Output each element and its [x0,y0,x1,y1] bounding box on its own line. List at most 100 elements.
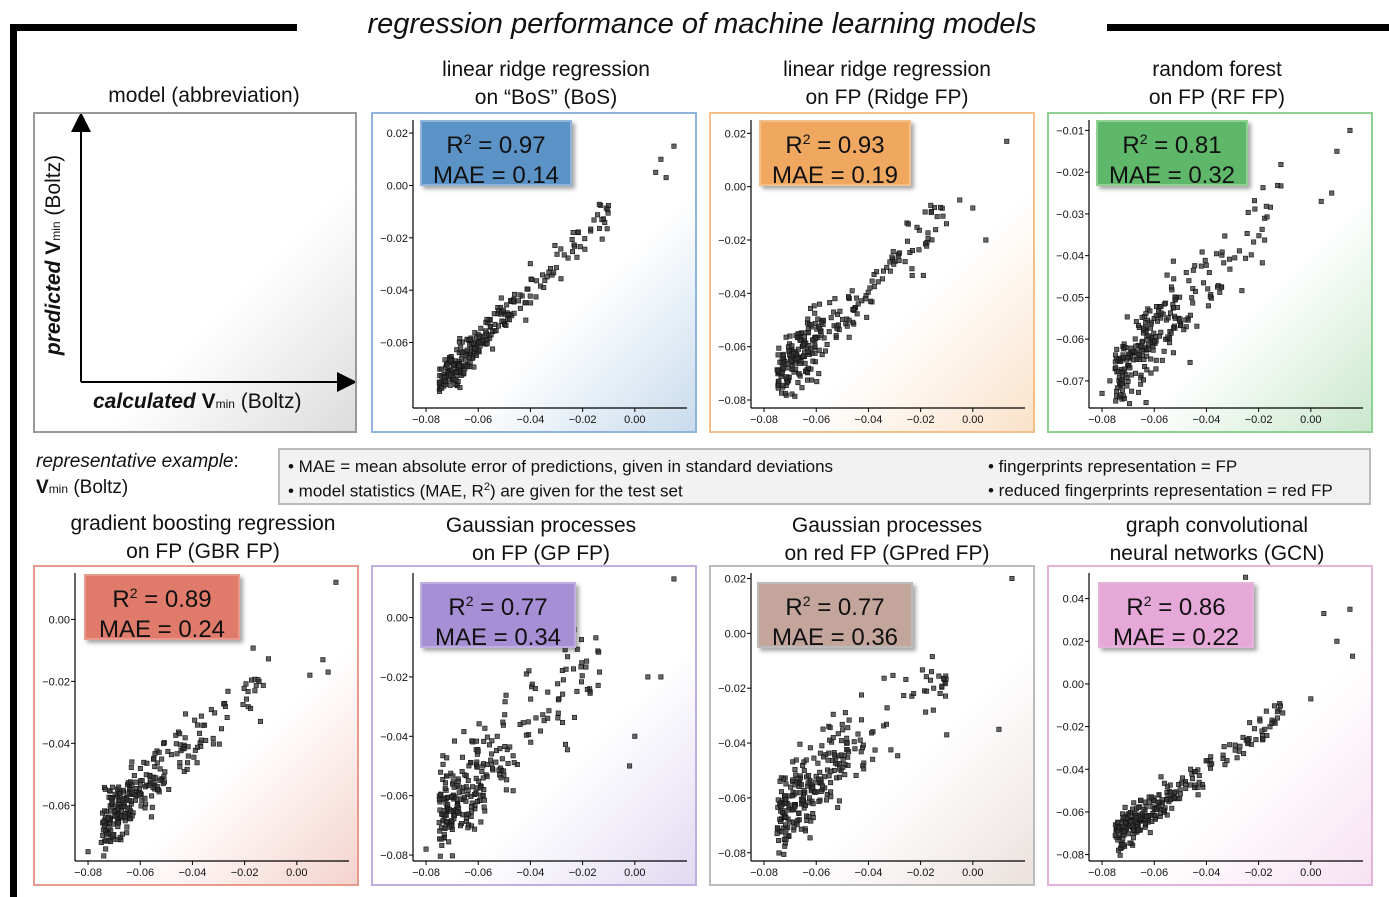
scatter-point [1099,390,1105,396]
scatter-point [182,735,188,741]
scatter-point [461,370,467,376]
scatter-point [808,818,814,824]
x-tick-label: 0.00 [1300,867,1321,879]
scatter-point [570,249,576,255]
scatter-point [488,761,494,767]
scatter-point [533,294,539,300]
scatter-point [1136,827,1142,833]
figure-title: regression performance of machine learni… [367,8,1037,40]
scatter-point [1165,315,1171,321]
scatter-point [817,769,823,775]
scatter-point [928,210,934,216]
scatter-point [570,666,576,672]
scatter-point [1190,300,1196,306]
scatter-point [780,382,786,388]
scatter-point [1165,334,1171,340]
scatter-point [852,746,858,752]
scatter-point [1263,203,1269,209]
scatter-point [474,353,480,359]
scatter-point [574,688,580,694]
r2-value: R2 = 0.77 [785,593,885,621]
scatter-point [574,646,580,652]
chart-title-line1: Gaussian processes [791,514,983,537]
scatter-point [782,822,788,828]
scatter-point [157,766,163,772]
x-tick-label: −0.08 [750,414,778,426]
scatter-point [147,773,153,779]
scatter-point [1237,743,1243,749]
scatter-point [783,827,789,833]
scatter-point [828,780,834,786]
scatter-point [1125,355,1131,361]
scatter-plot: −0.08 −0.06 −0.04 −0.02 0.00 −0.07 −0.06 −0.05 −… [1056,120,1363,426]
scatter-point [1227,742,1233,748]
scatter-point [1168,330,1174,336]
x-tick-label: 0.00 [962,867,983,879]
scatter-point [493,759,499,765]
scatter-point [458,356,464,362]
scatter-point [1178,323,1184,329]
scatter-point [1247,720,1253,726]
x-tick-label: 0.00 [962,414,983,426]
scatter-point [920,272,926,278]
scatter-point [481,797,487,803]
scatter-point [1154,318,1160,324]
scatter-point [122,814,128,820]
scatter-point [870,756,876,762]
scatter-point [575,229,581,235]
scatter-point [507,317,513,323]
scatter-point [502,712,508,718]
scatter-point [1121,828,1127,834]
scatter-point [1252,726,1258,732]
scatter-point [783,796,789,802]
scatter-point [1132,370,1138,376]
scatter-point [1129,388,1135,394]
scatter-point [1116,832,1122,838]
scatter-point [798,358,804,364]
scatter-point [152,764,158,770]
scatter-point [1274,715,1280,721]
scatter-point [1222,233,1228,239]
scatter-point [653,169,659,175]
scatter-point [1124,314,1130,320]
scatter-point [854,311,860,317]
mae-value: MAE = 0.32 [1108,162,1236,189]
scatter-point [599,217,605,223]
scatter-point [1183,781,1189,787]
scatter-point [805,377,811,383]
chart-title: Gaussian processes on FP (GP FP) [371,512,711,568]
schema-panel: predicted Vmin (Boltz) calculated Vmin (… [33,112,357,433]
scatter-point [439,842,445,848]
y-tick-label: −0.06 [718,342,746,354]
scatter-point [944,221,950,227]
scatter-point [1158,774,1164,780]
scatter-point [470,340,476,346]
scatter-point [1119,381,1125,387]
scatter-point [177,760,183,766]
scatter-point [115,820,121,826]
scatter-point [783,374,789,380]
scatter-point [464,364,470,370]
scatter-point [1278,162,1284,168]
scatter-point [855,731,861,737]
scatter-point [1222,762,1228,768]
scatter-point [887,268,893,274]
scatter-point [821,774,827,780]
scatter-point [909,272,915,278]
scatter-point [1125,831,1131,837]
scatter-point [480,337,486,343]
scatter-point [534,278,540,284]
scatter-point [1164,272,1170,278]
scatter-point [1269,720,1275,726]
scatter-point [820,726,826,732]
scatter-plot: −0.08 −0.06 −0.04 −0.02 0.00 −0.06 −0.04 −0.02 0… [380,120,687,426]
scatter-point [865,289,871,295]
scatter-point [484,734,490,740]
scatter-point [780,353,786,359]
scatter-point [579,673,585,679]
scatter-point [436,380,442,386]
scatter-point [133,785,139,791]
scatter-point [436,797,442,803]
scatter-point [880,268,886,274]
scatter-point [224,714,230,720]
